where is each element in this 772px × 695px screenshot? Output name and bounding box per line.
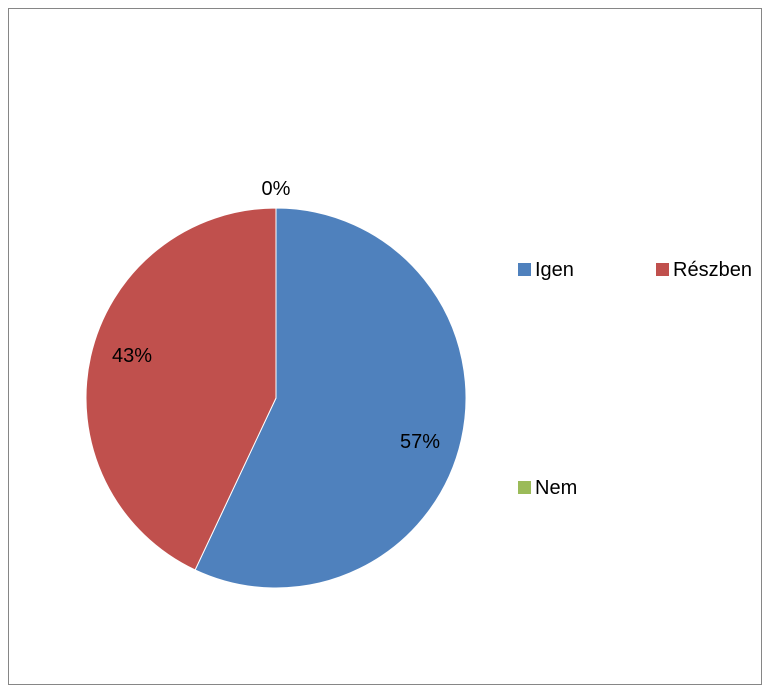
- legend-item-igen: Igen: [518, 259, 574, 281]
- legend-item-nem: Nem: [518, 477, 577, 499]
- legend-swatch-nem: [518, 481, 531, 494]
- legend-label-igen: Igen: [535, 259, 574, 281]
- pie-slice-igen: [194, 207, 467, 589]
- legend-label-nem: Nem: [535, 477, 577, 499]
- pie-slices: [85, 207, 467, 589]
- pie-slice-r-szben: [85, 207, 277, 571]
- data-labels: 57% 43% 0%: [112, 178, 440, 453]
- legend-item-r-szben: Részben: [656, 259, 752, 281]
- legend: Igen Részben Nem: [518, 259, 752, 499]
- data-label-r-szben: 43%: [112, 345, 152, 367]
- legend-swatch-r-szben: [656, 263, 669, 276]
- legend-label-r-szben: Részben: [673, 259, 752, 281]
- legend-swatch-igen: [518, 263, 531, 276]
- data-label-nem: 0%: [262, 178, 291, 200]
- data-label-igen: 57%: [400, 431, 440, 453]
